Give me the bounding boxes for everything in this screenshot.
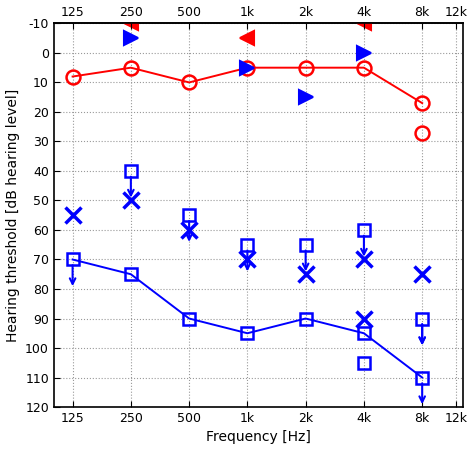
X-axis label: Frequency [Hz]: Frequency [Hz] bbox=[206, 431, 311, 445]
Y-axis label: Hearing threshold [dB hearing level]: Hearing threshold [dB hearing level] bbox=[6, 89, 19, 342]
